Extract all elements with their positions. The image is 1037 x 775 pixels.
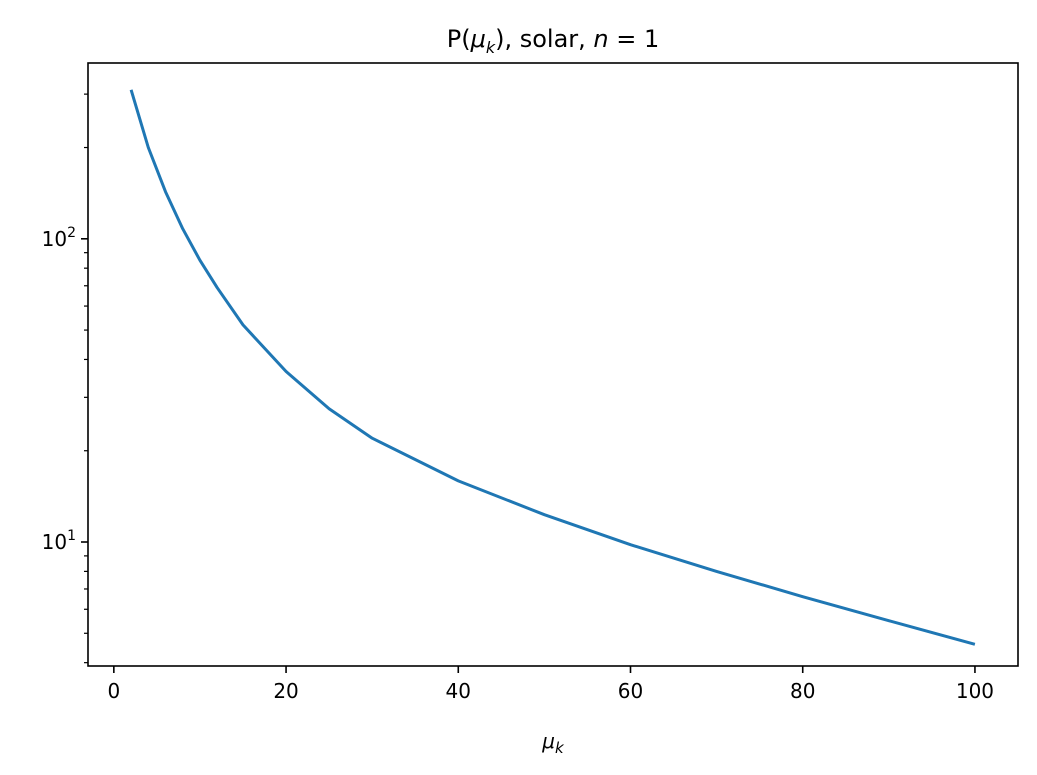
x-tick-label: 40 — [446, 679, 471, 703]
series-line — [129, 89, 976, 646]
plot-frame — [87, 62, 1019, 667]
x-tick-label: 0 — [107, 679, 120, 703]
x-axis-ticks: 0 20 40 60 80 100 — [107, 666, 994, 703]
x-tick-label: 20 — [273, 679, 298, 703]
chart-title: P(μk), solar, n = 1 — [447, 25, 660, 57]
x-tick-label: 100 — [956, 679, 994, 703]
x-tick-label: 80 — [790, 679, 815, 703]
x-axis-label: μk — [541, 729, 565, 757]
y-axis-ticks: 101 102 — [42, 93, 88, 664]
y-tick-label: 102 — [42, 225, 76, 251]
series-layer — [129, 89, 976, 646]
x-tick-label: 60 — [618, 679, 643, 703]
y-tick-label: 101 — [42, 528, 76, 554]
